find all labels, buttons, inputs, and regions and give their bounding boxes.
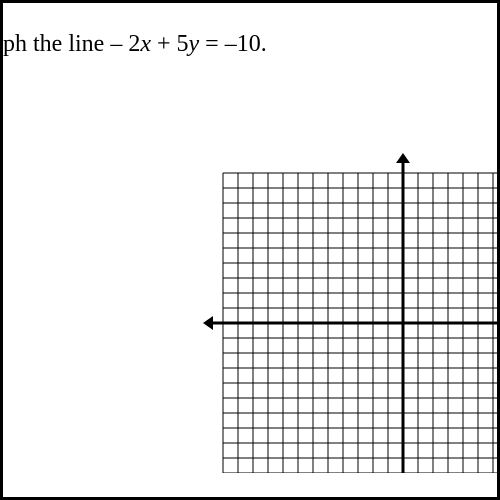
eq-eq: = xyxy=(199,31,225,57)
problem-prefix: ph the line xyxy=(3,31,110,57)
coordinate-graph xyxy=(203,153,500,473)
eq-neg2: – xyxy=(225,31,237,57)
eq-neg1: – xyxy=(110,31,128,57)
eq-coef2: 5 xyxy=(177,31,189,57)
axes xyxy=(203,153,500,473)
graph-svg xyxy=(203,153,500,473)
eq-var1: x xyxy=(140,31,151,57)
eq-rhs: 10. xyxy=(237,31,267,57)
page-container: ph the line – 2x + 5y = –10. xyxy=(0,0,500,500)
eq-var2: y xyxy=(189,31,200,57)
problem-statement: ph the line – 2x + 5y = –10. xyxy=(3,31,267,58)
eq-coef1: 2 xyxy=(128,31,140,57)
eq-plus: + xyxy=(151,31,177,57)
